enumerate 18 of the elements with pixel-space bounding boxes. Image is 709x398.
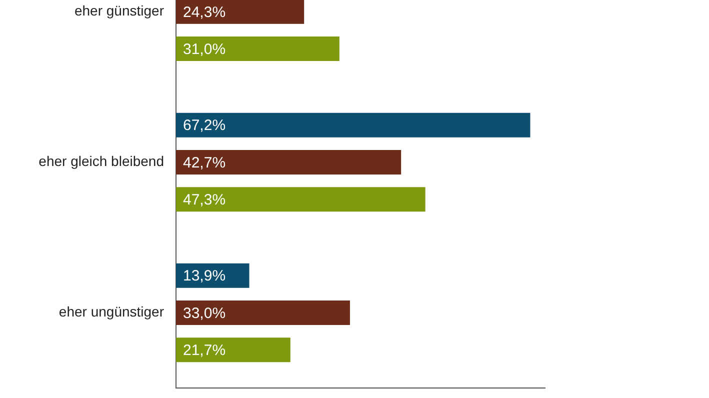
bar: [176, 338, 290, 362]
data-label: 13,9%: [183, 268, 226, 285]
y-tick-label: eher gleich bleibend: [38, 153, 164, 170]
bar: [176, 150, 402, 174]
data-label: 24,3%: [183, 4, 226, 21]
bar: [176, 36, 340, 62]
data-label: 33,0%: [183, 304, 226, 322]
bar: [176, 187, 426, 212]
y-tick-label: eher ungünstiger: [58, 304, 164, 320]
data-label: 21,7%: [183, 342, 226, 360]
data-label: 67,2%: [183, 117, 226, 134]
bar: [176, 300, 350, 325]
data-label: 31,0%: [183, 40, 226, 58]
y-tick-label: eher günstiger: [74, 2, 164, 19]
bar: [176, 112, 530, 138]
data-label: 42,7%: [183, 154, 226, 172]
data-label: 47,3%: [183, 191, 226, 208]
bar: [176, 0, 304, 24]
